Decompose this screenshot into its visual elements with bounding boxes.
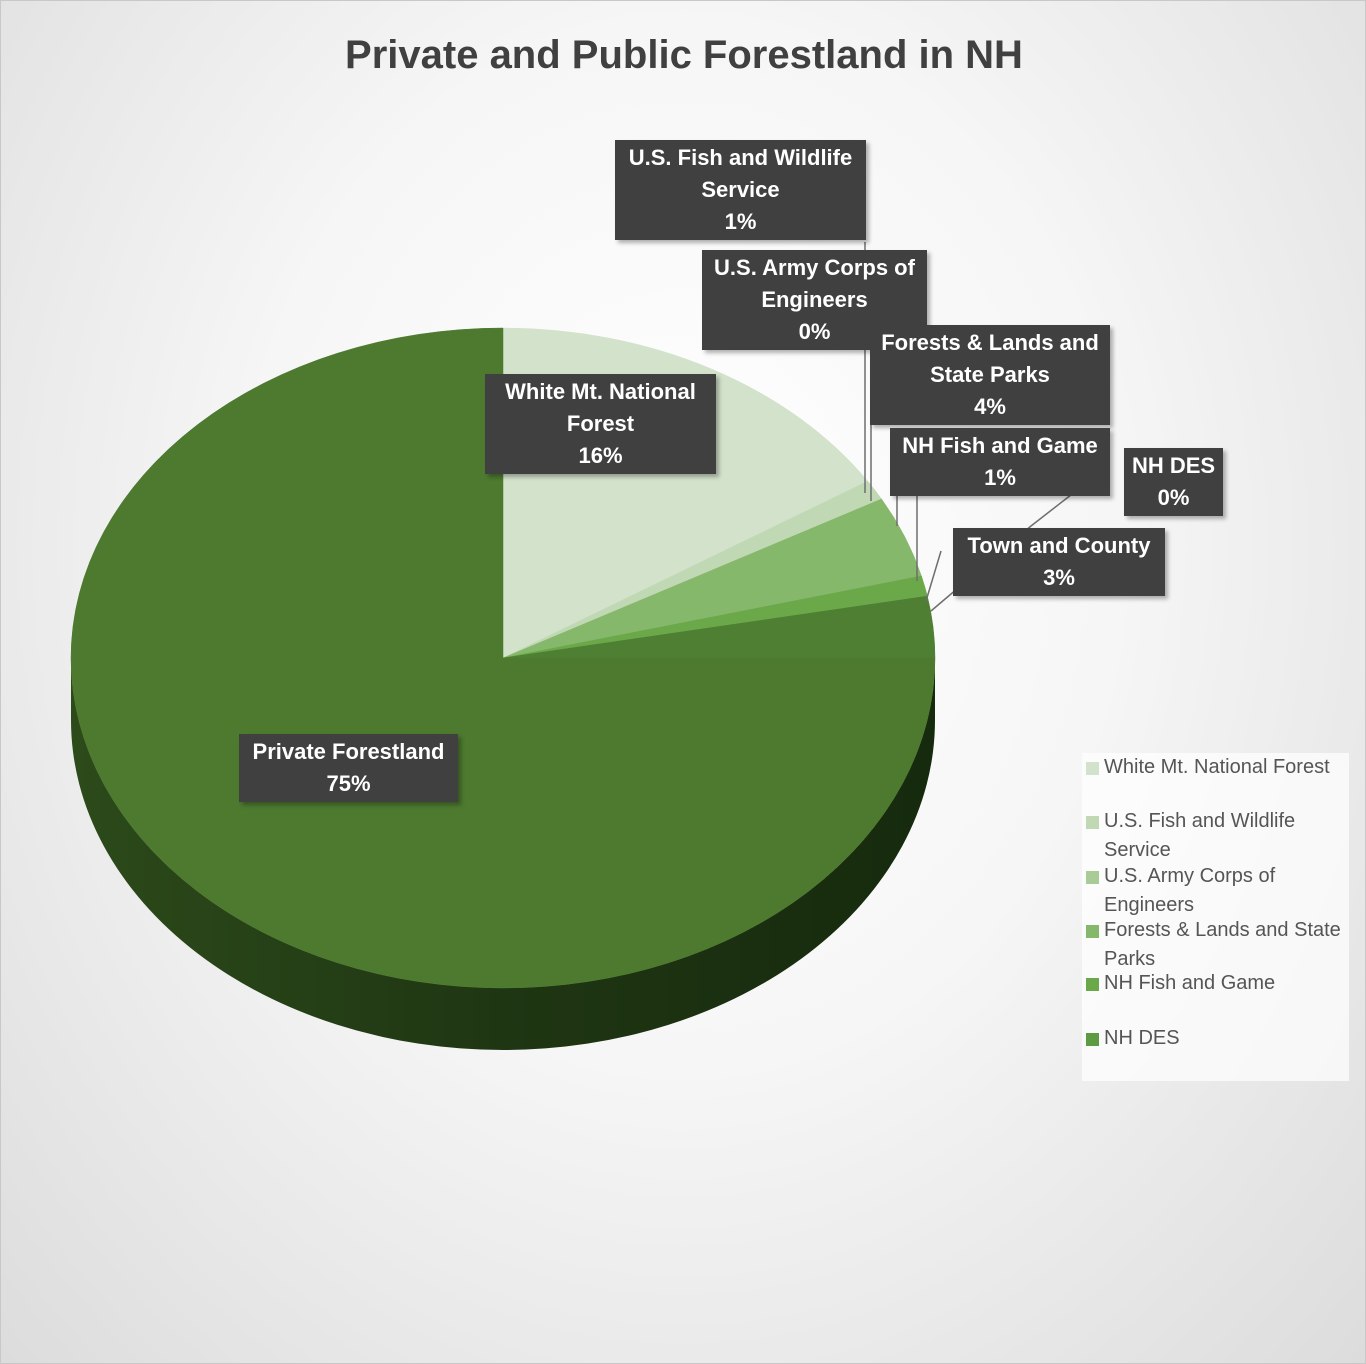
legend-swatch (1086, 1033, 1099, 1046)
label-value: 0% (1157, 485, 1190, 510)
legend-swatch (1086, 762, 1099, 775)
legend-item: Forests & Lands and State Parks (1086, 916, 1344, 974)
label-category: Town and County (967, 533, 1151, 558)
legend-item: U.S. Fish and Wildlife Service (1086, 807, 1344, 865)
label-category: U.S. Army Corps of Engineers (714, 255, 915, 312)
data-label: NH DES 0% (1124, 448, 1223, 516)
label-category: Forests & Lands and State Parks (881, 330, 1099, 387)
data-label: Private Forestland 75% (239, 734, 458, 802)
label-category: White Mt. National Forest (505, 379, 696, 436)
label-value: 1% (984, 465, 1016, 490)
data-label: Town and County 3% (953, 528, 1165, 596)
legend-item: NH DES (1086, 1024, 1344, 1053)
pie-side (71, 658, 935, 1050)
data-label: NH Fish and Game 1% (890, 428, 1110, 496)
label-value: 1% (724, 209, 757, 234)
label-value: 0% (798, 319, 831, 344)
data-label: U.S. Fish and Wildlife Service 1% (615, 140, 866, 240)
label-value: 75% (326, 771, 371, 796)
label-category: NH DES (1131, 453, 1216, 478)
data-label: White Mt. National Forest 16% (485, 374, 716, 474)
label-value: 4% (974, 394, 1006, 419)
chart-title: Private and Public Forestland in NH (345, 33, 1023, 77)
legend-swatch (1086, 978, 1099, 991)
legend-item: NH Fish and Game (1086, 969, 1344, 998)
data-label: Forests & Lands and State Parks 4% (870, 325, 1110, 425)
pie-slice (70, 327, 936, 989)
label-category: NH Fish and Game (902, 433, 1098, 458)
label-value: 3% (1043, 565, 1075, 590)
legend-swatch (1086, 816, 1099, 829)
legend-item: U.S. Army Corps of Engineers (1086, 862, 1344, 920)
label-category: Private Forestland (252, 739, 445, 764)
legend-item: White Mt. National Forest (1086, 753, 1344, 782)
leader-line (925, 550, 942, 602)
label-value: 16% (578, 443, 623, 468)
legend: White Mt. National Forest U.S. Fish and W… (1082, 753, 1349, 1081)
label-category: U.S. Fish and Wildlife Service (628, 145, 853, 202)
legend-swatch (1086, 871, 1099, 884)
legend-swatch (1086, 925, 1099, 938)
